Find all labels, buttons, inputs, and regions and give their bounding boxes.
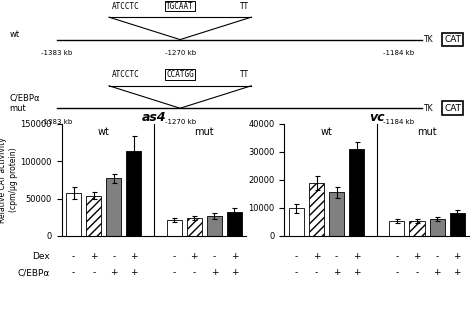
Bar [329,192,344,236]
Bar [86,196,101,236]
Text: +: + [353,269,361,278]
Text: -: - [213,252,216,261]
Text: C/EBPα
mut: C/EBPα mut [9,93,40,113]
Text: wt: wt [98,127,110,137]
Bar [166,220,182,236]
Text: +: + [231,269,238,278]
Text: -: - [315,269,318,278]
Text: +: + [333,269,340,278]
Text: +: + [413,252,421,261]
Text: mut: mut [417,127,437,137]
Text: ATCCTC: ATCCTC [111,2,139,11]
Text: -1270 kb: -1270 kb [164,50,196,56]
Bar [207,216,222,236]
Bar [410,221,425,236]
Text: TT: TT [239,2,249,11]
Bar [429,219,445,236]
Text: +: + [433,269,441,278]
Text: -: - [295,252,298,261]
Bar [187,218,202,236]
Text: -: - [395,252,399,261]
Bar [106,178,121,236]
Text: -1184 kb: -1184 kb [383,50,414,56]
Text: +: + [313,252,320,261]
Text: mut: mut [194,127,214,137]
Text: +: + [130,269,138,278]
Text: ATCCTC: ATCCTC [111,70,139,79]
Bar [66,193,81,236]
Text: TGCAAT: TGCAAT [166,2,194,11]
Text: CCATGG: CCATGG [166,70,194,79]
Text: -: - [192,269,196,278]
Text: -: - [112,252,116,261]
Bar [349,149,365,236]
Text: +: + [454,252,461,261]
Bar [309,183,324,236]
Text: -: - [92,269,95,278]
Text: C/EBPα: C/EBPα [17,269,50,278]
Title: vc: vc [369,111,384,124]
Text: TK: TK [424,104,434,113]
Bar [389,221,404,236]
Text: -: - [72,252,75,261]
Text: wt: wt [320,127,333,137]
Text: +: + [110,269,118,278]
Text: -1270 kb: -1270 kb [164,119,196,125]
Text: -: - [173,269,176,278]
Title: as4: as4 [142,111,166,124]
Text: -1383 kb: -1383 kb [41,50,73,56]
Text: -1383 kb: -1383 kb [41,119,73,125]
Text: +: + [353,252,361,261]
Text: wt: wt [9,30,19,39]
Bar [227,212,242,236]
Text: -: - [173,252,176,261]
Text: +: + [130,252,138,261]
Text: +: + [191,252,198,261]
Text: -: - [295,269,298,278]
Bar [289,209,304,236]
Text: -: - [335,252,338,261]
Text: +: + [454,269,461,278]
Bar [450,213,465,236]
Text: +: + [90,252,98,261]
Text: -: - [72,269,75,278]
Y-axis label: Relative CAT activivity
(cpm/µg protein): Relative CAT activivity (cpm/µg protein) [0,137,18,223]
Text: -: - [415,269,419,278]
Text: TT: TT [239,70,249,79]
Text: -1184 kb: -1184 kb [383,119,414,125]
Bar [127,151,142,236]
Text: +: + [231,252,238,261]
Text: CAT: CAT [444,35,461,44]
Text: -: - [395,269,399,278]
Text: Dex: Dex [32,252,50,261]
Text: TK: TK [424,35,434,44]
Text: CAT: CAT [444,104,461,113]
Text: +: + [210,269,218,278]
Text: -: - [436,252,439,261]
